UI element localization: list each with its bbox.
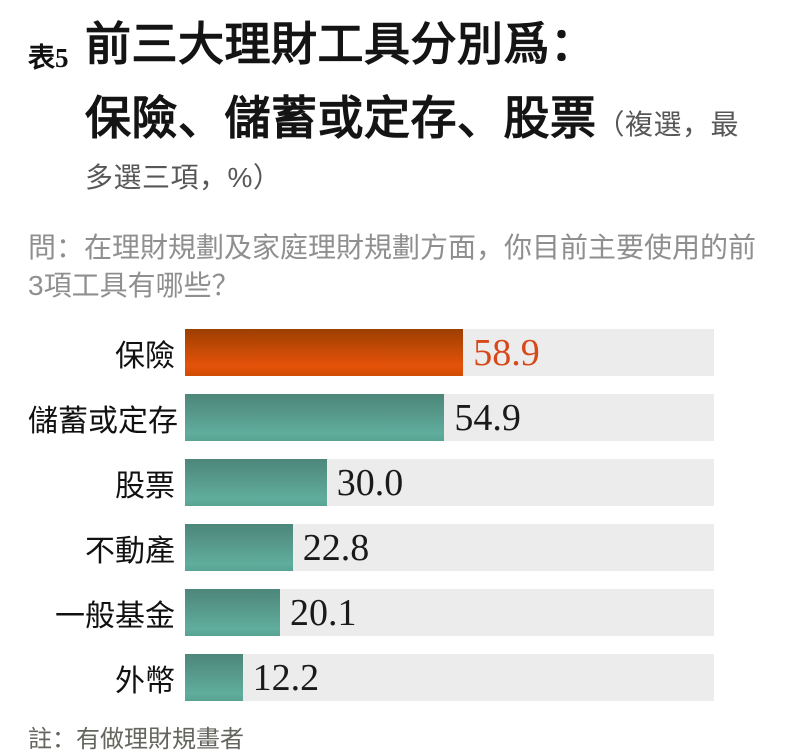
title-line-2: 保險、儲蓄或定存、股票 [85, 93, 597, 144]
bar [185, 524, 293, 571]
chart-title: 前三大理財工具分別爲： 保險、儲蓄或定存、股票（複選，最 多選三項，%） [85, 8, 764, 205]
bar-value-label: 54.9 [454, 396, 521, 439]
bar-track: 22.8 [185, 524, 714, 571]
bar-row: 保險 58.9 [28, 329, 714, 376]
bar-track: 20.1 [185, 589, 714, 636]
bar [185, 394, 445, 441]
bar-track: 30.0 [185, 459, 714, 506]
bar-row: 股票 30.0 [28, 459, 714, 506]
bar-track: 54.9 [185, 394, 714, 441]
bar-row-label: 儲蓄或定存 [28, 404, 178, 438]
bar-track: 12.2 [185, 654, 714, 701]
bar [185, 329, 464, 376]
chart-header: 表5 前三大理財工具分別爲： 保險、儲蓄或定存、股票（複選，最 多選三項，%） [28, 8, 764, 205]
bar-row: 儲蓄或定存 54.9 [28, 394, 714, 441]
bar-row-label: 不動產 [85, 534, 175, 568]
bar-row-label: 一般基金 [55, 599, 175, 633]
bar-row: 外幣 12.2 [28, 654, 714, 701]
bar [185, 589, 280, 636]
bar-value-label: 30.0 [336, 461, 404, 504]
bar-value-label: 22.8 [302, 526, 370, 569]
bar-row-label: 保險 [115, 339, 175, 373]
bar-row: 不動產 22.8 [28, 524, 714, 571]
bar-track: 58.9 [185, 329, 714, 376]
bar [185, 654, 243, 701]
title-line-1: 前三大理財工具分別爲： [85, 19, 597, 70]
survey-question-text: 問：在理財規劃及家庭理財規劃方面，你目前主要使用的前3項工具有哪些？ [28, 232, 757, 301]
bar-chart: 保險 58.9 儲蓄或定存 54.9 股票 30.0 不動產 22.8 一般基金… [28, 329, 714, 701]
bar-row-label: 外幣 [115, 664, 175, 698]
bar-row: 一般基金 20.1 [28, 589, 714, 636]
title-suffix-end: 多選三項，%） [85, 162, 282, 193]
bar-row-label: 股票 [115, 469, 175, 503]
table-number-label: 表5 [28, 43, 69, 73]
bar-value-label: 20.1 [289, 591, 357, 634]
bar-value-label: 12.2 [252, 656, 320, 699]
bar [185, 459, 327, 506]
bar-value-label: 58.9 [473, 331, 540, 374]
footnote-text: 註：有做理財規畫者 [28, 726, 244, 753]
title-suffix-start: （複選，最 [596, 109, 740, 140]
